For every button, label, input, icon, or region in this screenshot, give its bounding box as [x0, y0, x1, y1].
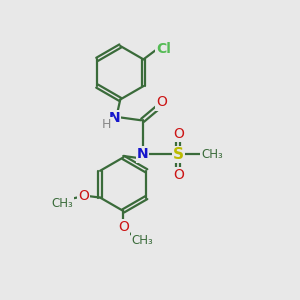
- Text: CH₃: CH₃: [52, 197, 73, 210]
- Text: O: O: [173, 127, 184, 141]
- Text: O: O: [157, 95, 167, 110]
- Text: O: O: [78, 189, 89, 203]
- Text: O: O: [118, 220, 129, 234]
- Text: CH₃: CH₃: [132, 234, 153, 247]
- Text: Cl: Cl: [156, 42, 171, 56]
- Text: O: O: [173, 168, 184, 182]
- Text: N: N: [109, 111, 120, 125]
- Text: CH₃: CH₃: [201, 148, 223, 161]
- Text: H: H: [102, 118, 112, 131]
- Text: N: N: [137, 148, 148, 161]
- Text: S: S: [173, 147, 184, 162]
